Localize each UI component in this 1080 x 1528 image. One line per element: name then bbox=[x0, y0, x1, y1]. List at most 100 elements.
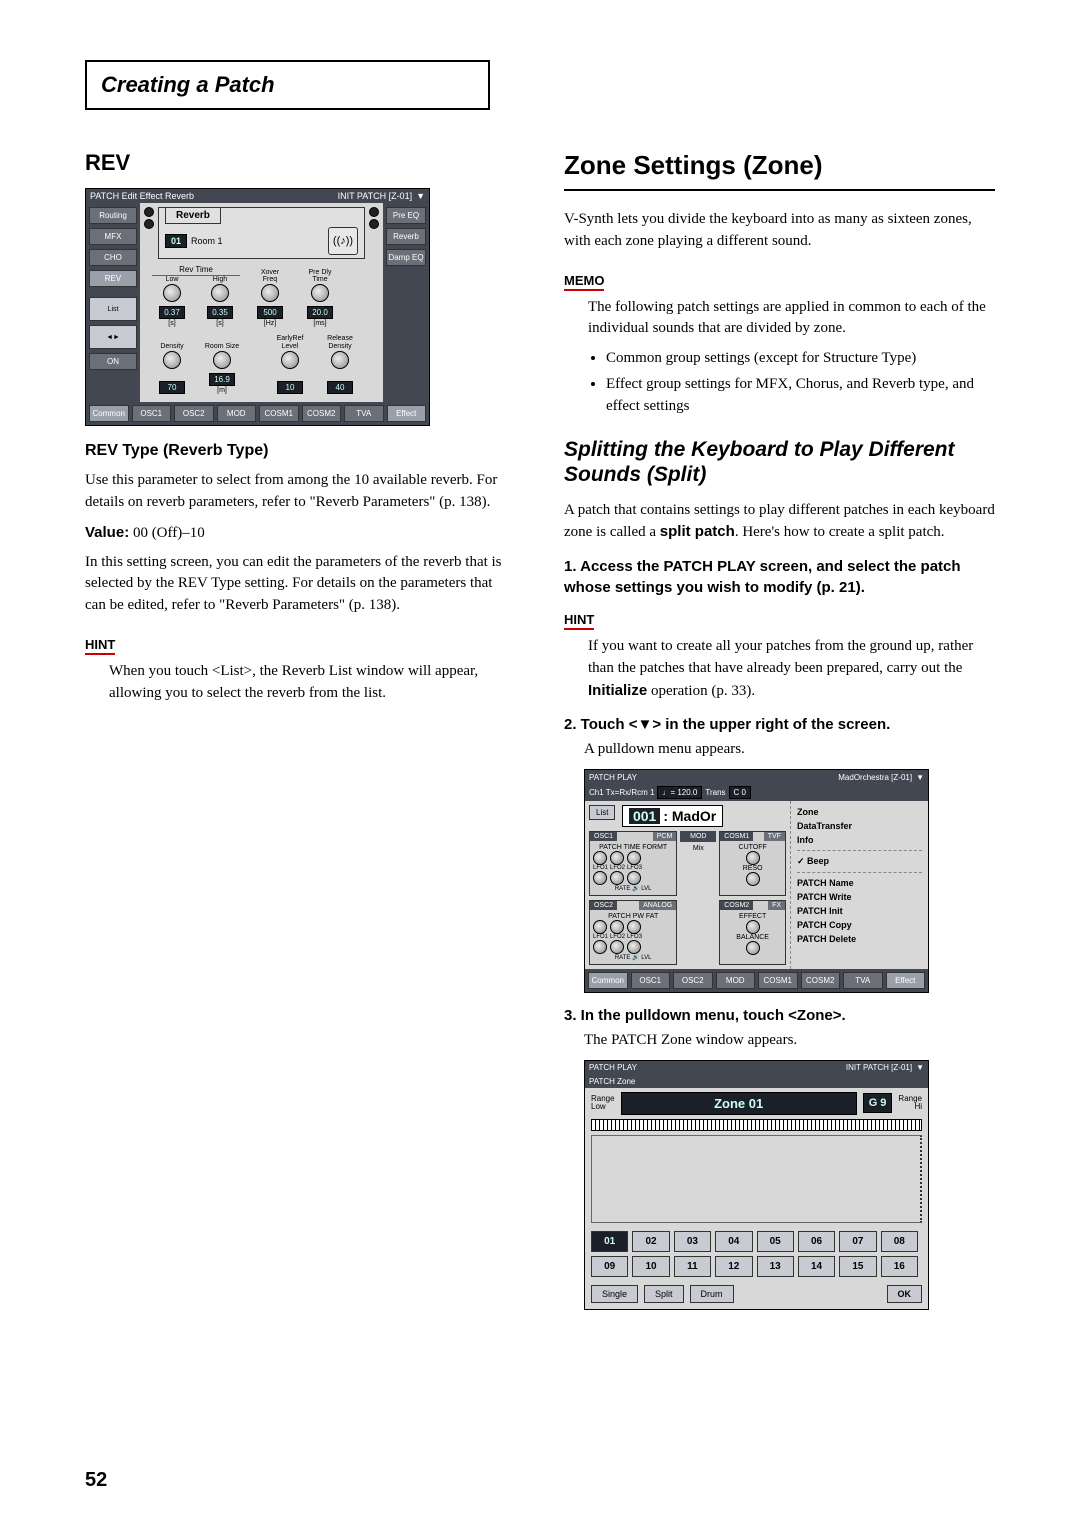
zone-btn[interactable]: 05 bbox=[757, 1231, 794, 1252]
right-column: Zone Settings (Zone) V-Synth lets you di… bbox=[564, 150, 995, 1310]
menu-patchwrite[interactable]: PATCH Write bbox=[797, 890, 922, 904]
cho-tab[interactable]: CHO bbox=[89, 249, 137, 266]
memo-b2: Effect group settings for MFX, Chorus, a… bbox=[606, 374, 995, 418]
page-header-title: Creating a Patch bbox=[101, 72, 275, 97]
osc1-hdr[interactable]: OSC1 bbox=[590, 832, 617, 841]
knob-label: Low bbox=[166, 276, 179, 283]
bottom-tab[interactable]: OSC1 bbox=[132, 405, 172, 422]
zone-num[interactable]: Zone 01 bbox=[621, 1092, 857, 1115]
bottom-tab[interactable]: OSC2 bbox=[673, 972, 713, 989]
zone-btn[interactable]: 16 bbox=[881, 1256, 918, 1277]
routing-tab[interactable]: Routing bbox=[89, 207, 137, 224]
zone-btn[interactable]: 12 bbox=[715, 1256, 752, 1277]
knob-label: Xover Freq bbox=[261, 269, 279, 284]
zone-btn[interactable]: 08 bbox=[881, 1231, 918, 1252]
patchplay-screenshot: PATCH PLAY MadOrchestra [Z-01] ▼ Ch1 Tx=… bbox=[584, 769, 929, 993]
keyboard-strip[interactable] bbox=[591, 1119, 922, 1131]
zone-btn[interactable]: 07 bbox=[839, 1231, 876, 1252]
knob[interactable] bbox=[211, 284, 229, 302]
menu-patchcopy[interactable]: PATCH Copy bbox=[797, 918, 922, 932]
zone-btn[interactable]: 13 bbox=[757, 1256, 794, 1277]
bottom-tab[interactable]: TVA bbox=[344, 405, 384, 422]
hint-tag: HINT bbox=[85, 637, 115, 655]
bottom-tab[interactable]: MOD bbox=[716, 972, 756, 989]
val: 70 bbox=[159, 381, 185, 394]
bottom-tab[interactable]: TVA bbox=[843, 972, 883, 989]
pp-trans-val[interactable]: C 0 bbox=[729, 786, 751, 799]
bottom-tab[interactable]: MOD bbox=[217, 405, 257, 422]
list-button[interactable]: List bbox=[589, 805, 615, 820]
bottom-tab[interactable]: Common bbox=[89, 405, 129, 422]
zone-btn[interactable]: 03 bbox=[674, 1231, 711, 1252]
menu-patchinit[interactable]: PATCH Init bbox=[797, 904, 922, 918]
knob[interactable] bbox=[163, 284, 181, 302]
bottom-tab[interactable]: COSM2 bbox=[801, 972, 841, 989]
reverb-rtab[interactable]: Reverb bbox=[386, 228, 426, 245]
bottom-tab[interactable]: OSC2 bbox=[174, 405, 214, 422]
knob[interactable] bbox=[163, 351, 181, 369]
bottom-tab[interactable]: COSM1 bbox=[758, 972, 798, 989]
dropdown-icon[interactable]: ▼ bbox=[916, 1063, 924, 1072]
knob[interactable] bbox=[331, 351, 349, 369]
ok-button[interactable]: OK bbox=[887, 1285, 923, 1303]
mod-hdr[interactable]: MOD bbox=[680, 831, 716, 842]
drum-button[interactable]: Drum bbox=[690, 1285, 734, 1303]
sw-dot[interactable] bbox=[369, 219, 379, 229]
zone-btn[interactable]: 01 bbox=[591, 1231, 628, 1252]
step-2-body: A pulldown menu appears. bbox=[584, 739, 995, 761]
rev-type-num[interactable]: 01 bbox=[165, 234, 187, 248]
sw-dot[interactable] bbox=[144, 207, 154, 217]
zone-btn[interactable]: 06 bbox=[798, 1231, 835, 1252]
split-button[interactable]: Split bbox=[644, 1285, 684, 1303]
list-icon[interactable]: List bbox=[89, 297, 137, 321]
menu-beep[interactable]: ✓ Beep bbox=[797, 854, 922, 869]
bottom-tab[interactable]: Effect bbox=[886, 972, 926, 989]
cosm1-hdr[interactable]: COSM1 bbox=[720, 832, 753, 841]
osc2-hdr[interactable]: OSC2 bbox=[590, 901, 617, 910]
dropdown-icon[interactable]: ▼ bbox=[416, 191, 425, 201]
zone-btn[interactable]: 09 bbox=[591, 1256, 628, 1277]
zone-range[interactable]: G 9 bbox=[863, 1093, 893, 1113]
rev-tab[interactable]: REV bbox=[89, 270, 137, 287]
single-button[interactable]: Single bbox=[591, 1285, 638, 1303]
zone-btn[interactable]: 14 bbox=[798, 1256, 835, 1277]
bottom-tab[interactable]: Common bbox=[588, 972, 628, 989]
bottom-tab[interactable]: OSC1 bbox=[631, 972, 671, 989]
menu-patchname[interactable]: PATCH Name bbox=[797, 876, 922, 890]
step-3: 3. In the pulldown menu, touch <Zone>. bbox=[564, 1005, 995, 1026]
menu-datatransfer[interactable]: DataTransfer bbox=[797, 819, 922, 833]
zone-btn[interactable]: 02 bbox=[632, 1231, 669, 1252]
cosm2-hdr[interactable]: COSM2 bbox=[720, 901, 753, 910]
zone-btn[interactable]: 10 bbox=[632, 1256, 669, 1277]
knob[interactable] bbox=[261, 284, 279, 302]
sw-dot[interactable] bbox=[369, 207, 379, 217]
zone-btn[interactable]: 04 bbox=[715, 1231, 752, 1252]
knob[interactable] bbox=[281, 351, 299, 369]
patch-number-name[interactable]: 001: MadOr bbox=[622, 805, 723, 827]
mix-lbl: Mix bbox=[680, 845, 716, 852]
value: 00 (Off)–10 bbox=[133, 525, 205, 541]
prevnext-icon[interactable]: ◄► bbox=[89, 325, 137, 349]
zone-area[interactable] bbox=[591, 1135, 922, 1223]
zone-btn[interactable]: 15 bbox=[839, 1256, 876, 1277]
preeq-tab[interactable]: Pre EQ bbox=[386, 207, 426, 224]
sw-dot[interactable] bbox=[144, 219, 154, 229]
knob[interactable] bbox=[311, 284, 329, 302]
knob[interactable] bbox=[213, 351, 231, 369]
menu-zone[interactable]: Zone bbox=[797, 805, 922, 819]
on-button[interactable]: ON bbox=[89, 353, 137, 370]
zone-btn[interactable]: 11 bbox=[674, 1256, 711, 1277]
reverb-tab[interactable]: Reverb bbox=[165, 207, 221, 224]
knob-label: Pre Dly Time bbox=[309, 269, 332, 284]
dampeq-tab[interactable]: Damp EQ bbox=[386, 249, 426, 266]
memo-b1: Common group settings (except for Struct… bbox=[606, 348, 995, 370]
pp-tempo[interactable]: ♩= 120.0 bbox=[657, 786, 702, 799]
menu-info[interactable]: Info bbox=[797, 833, 922, 847]
bottom-tab[interactable]: Effect bbox=[387, 405, 427, 422]
mfx-tab[interactable]: MFX bbox=[89, 228, 137, 245]
dropdown-icon[interactable]: ▼ bbox=[916, 773, 924, 782]
rev-left-tabs: Routing MFX CHO REV List ◄► ON bbox=[86, 203, 140, 402]
menu-patchdelete[interactable]: PATCH Delete bbox=[797, 932, 922, 946]
bottom-tab[interactable]: COSM1 bbox=[259, 405, 299, 422]
bottom-tab[interactable]: COSM2 bbox=[302, 405, 342, 422]
